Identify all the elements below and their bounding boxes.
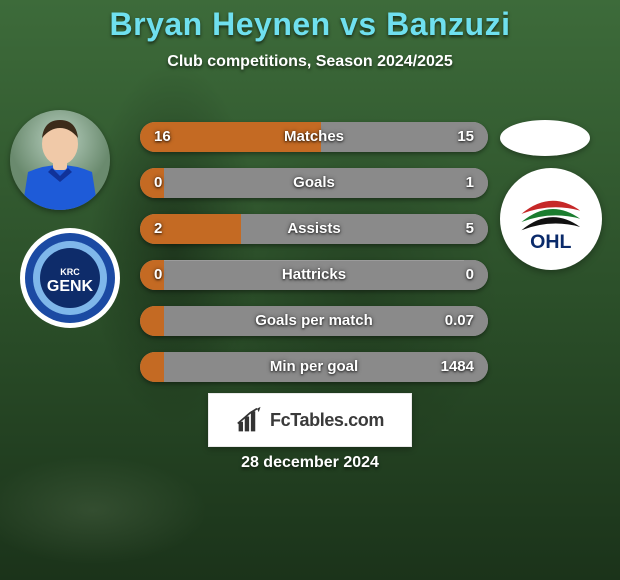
stats-bars: 1615Matches 01Goals 25Assists 00Hattricks 0.… — [140, 122, 488, 398]
stat-label: Matches — [140, 122, 488, 152]
stat-bar: 00Hattricks — [140, 260, 488, 290]
stat-bar: 1484Min per goal — [140, 352, 488, 382]
club-left-crest: KRC GENK — [20, 225, 120, 335]
page-title: Bryan Heynen vs Banzuzi — [0, 0, 620, 43]
player-left-avatar — [10, 110, 110, 210]
watermark: FcTables.com — [208, 393, 412, 447]
stat-label: Min per goal — [140, 352, 488, 382]
player-right-avatar — [500, 120, 590, 156]
svg-text:KRC: KRC — [60, 267, 80, 277]
stat-label: Goals per match — [140, 306, 488, 336]
comparison-card: Bryan Heynen vs Banzuzi Club competition… — [0, 0, 620, 580]
stat-label: Hattricks — [140, 260, 488, 290]
subtitle: Club competitions, Season 2024/2025 — [0, 53, 620, 71]
club-right-crest: OHL — [500, 168, 602, 270]
stat-label: Assists — [140, 214, 488, 244]
date-stamp: 28 december 2024 — [0, 454, 620, 472]
stat-bar: 0.07Goals per match — [140, 306, 488, 336]
svg-text:GENK: GENK — [47, 278, 94, 295]
stat-bar: 25Assists — [140, 214, 488, 244]
stat-label: Goals — [140, 168, 488, 198]
player-left-avatar-svg — [10, 110, 110, 210]
watermark-text: FcTables.com — [270, 410, 384, 431]
stat-bar: 1615Matches — [140, 122, 488, 152]
watermark-chart-icon — [236, 406, 264, 434]
svg-text:OHL: OHL — [530, 231, 571, 253]
stat-bar: 01Goals — [140, 168, 488, 198]
